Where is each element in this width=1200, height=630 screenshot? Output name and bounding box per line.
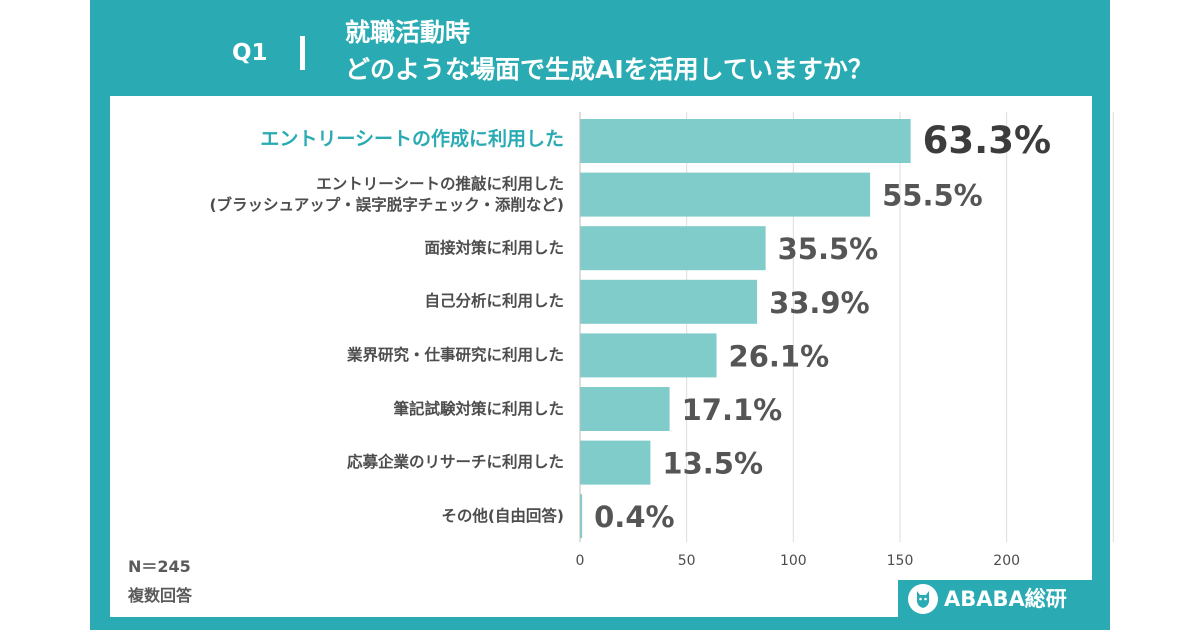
category-label-line: (ブラッシュアップ・誤字脱字チェック・添削など) <box>209 195 564 214</box>
title-line-1: 就職活動時 <box>345 18 471 47</box>
category-label: 業界研究・仕事研究に利用した <box>347 345 564 366</box>
x-tick-label: 150 <box>887 553 914 569</box>
category-label: その他(自由回答) <box>441 506 564 527</box>
x-tick-label: 100 <box>780 553 807 569</box>
category-label-line: 面接対策に利用した <box>424 238 564 257</box>
category-label: 面接対策に利用した <box>424 238 564 259</box>
data-label: 13.5% <box>662 447 763 481</box>
category-label: 自己分析に利用した <box>424 291 564 312</box>
multiple-answer-note: 複数回答 <box>128 586 193 605</box>
question-number: Q1 <box>232 40 268 66</box>
category-label: 応募企業のリサーチに利用した <box>347 452 564 473</box>
bar <box>580 440 651 485</box>
category-label-line: 自己分析に利用した <box>424 292 564 311</box>
header-divider <box>300 36 305 70</box>
sample-size-note: N＝245 <box>128 557 191 576</box>
bar <box>580 279 758 324</box>
category-label-line: 応募企業のリサーチに利用した <box>346 453 564 472</box>
category-label-line: エントリーシートの推敲に利用した <box>316 174 564 193</box>
data-label: 35.5% <box>778 232 879 266</box>
category-label: 筆記試験対策に利用した <box>393 399 564 420</box>
x-tick-label: 200 <box>993 553 1020 569</box>
category-label-line: 業界研究・仕事研究に利用した <box>346 345 564 364</box>
category-label-line: 筆記試験対策に利用した <box>393 399 564 418</box>
bar <box>580 494 583 539</box>
bar <box>580 172 871 217</box>
data-label: 0.4% <box>594 500 674 534</box>
bar <box>580 333 717 378</box>
data-label: 63.3% <box>923 119 1051 162</box>
alpaca-icon <box>908 584 938 614</box>
x-tick-label: 50 <box>678 553 696 569</box>
category-label: エントリーシートの推敲に利用した (ブラッシュアップ・誤字脱字チェック・添削など) <box>209 174 564 216</box>
data-label: 26.1% <box>729 339 830 373</box>
title-line-2: どのような場面で生成AIを活用していますか？ <box>345 55 873 84</box>
bar <box>580 119 911 163</box>
bar <box>580 226 766 271</box>
data-label: 55.5% <box>882 179 983 213</box>
data-label: 33.9% <box>769 286 870 320</box>
logo-text: ABABA総研 <box>944 587 1067 611</box>
category-label-line: エントリーシートの作成に利用した <box>260 128 564 150</box>
category-label-line: その他(自由回答) <box>441 506 564 525</box>
data-label: 17.1% <box>682 393 783 427</box>
bar <box>580 387 670 431</box>
x-tick-label: 0 <box>576 553 585 569</box>
category-label: エントリーシートの作成に利用した <box>260 129 564 150</box>
chart-title: 就職活動時 どのような場面で生成AIを活用していますか？ <box>345 14 873 88</box>
